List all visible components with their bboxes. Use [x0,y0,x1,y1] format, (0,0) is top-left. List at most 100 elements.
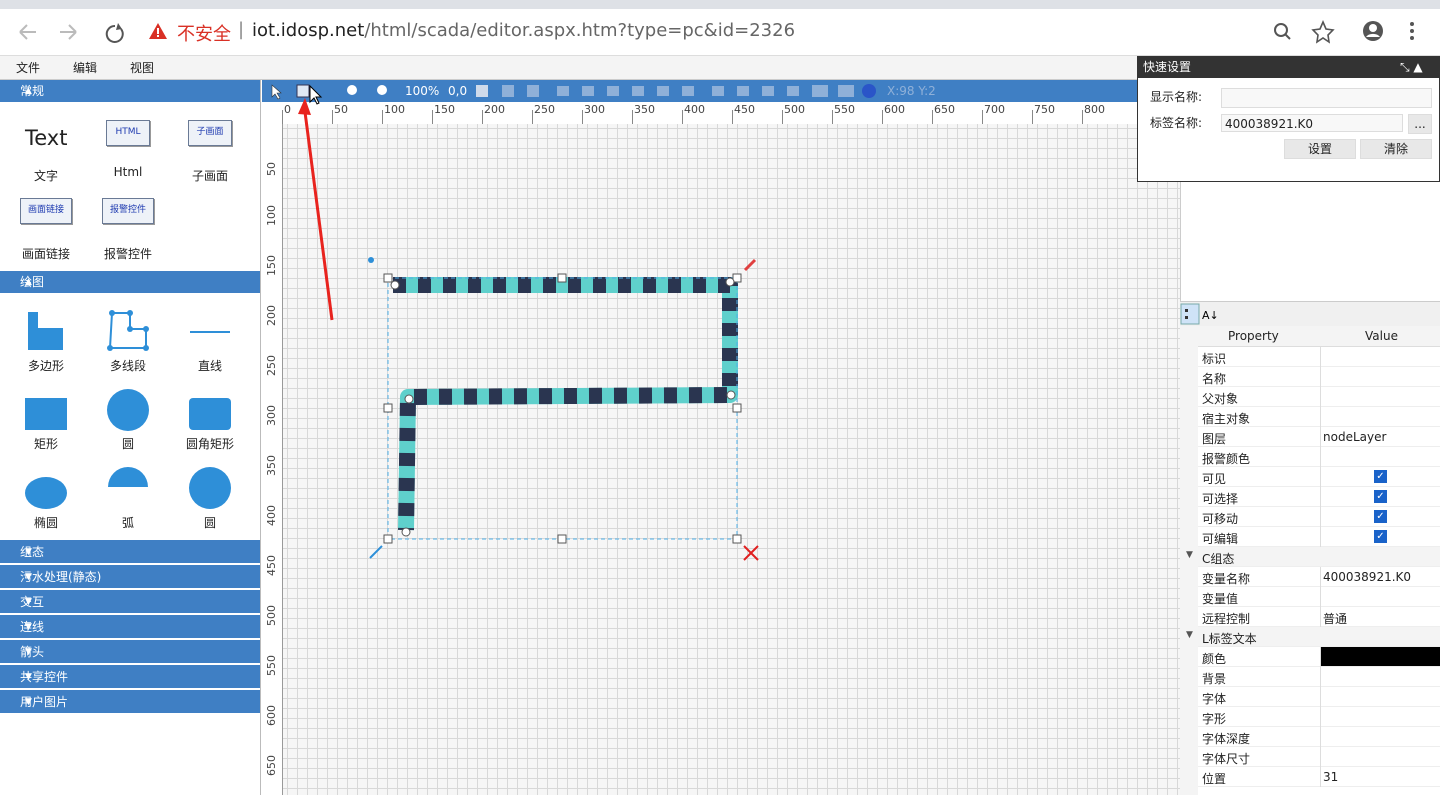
rotate-icon[interactable] [369,545,383,559]
column-divider [1320,467,1321,487]
section-header[interactable]: ▼ 交互 [0,590,260,614]
column-divider [1320,347,1321,367]
tag-name-input[interactable]: 400038921.K0 [1221,114,1403,132]
ruler-label: 800 [1084,103,1105,116]
checkbox[interactable]: ✓ [1374,510,1387,523]
row-line [1198,486,1440,487]
ruler-tick [532,110,533,124]
clear-button[interactable]: 清除 [1360,139,1432,159]
palette-icon[interactable]: Text [25,126,68,150]
url-path: /html/scada/editor.aspx.htm?type=pc&id=2… [364,20,796,41]
section-header[interactable]: ▼ 箭头 [0,640,260,664]
checkbox[interactable]: ✓ [1374,490,1387,503]
ruler-tick [432,110,433,124]
property-value[interactable]: 400038921.K0 [1323,570,1412,584]
ruler-tick [982,110,983,124]
selection [387,277,738,540]
section-header[interactable]: ▼ 连线 [0,615,260,639]
zoom-level: 100% [405,84,440,98]
ruler-tick [682,110,683,124]
url[interactable]: iot.idosp.net/html/scada/editor.aspx.htm… [252,20,795,41]
row-line [1198,506,1440,507]
menu-item[interactable]: 编辑 [73,61,98,75]
quick-settings-title: 快速设置 [1143,60,1192,74]
delete-icon[interactable] [743,545,759,561]
column-divider [1320,727,1321,747]
section-header[interactable]: ▼ 用户图片 [0,690,260,714]
menu-item[interactable]: 视图 [130,61,155,75]
row-line [1198,646,1440,647]
property-value[interactable]: nodeLayer [1323,430,1387,444]
menu-item[interactable]: 文件 [16,61,41,75]
ruler-label: 250 [534,103,555,116]
clip-icon[interactable] [743,258,757,272]
group-row [1180,547,1440,566]
row-line [1198,386,1440,387]
browser-actions[interactable] [1270,19,1430,45]
palette-icon[interactable]: HTML [106,120,150,146]
palette-icon[interactable]: 子画面 [188,120,232,146]
palette-label: 圆角矩形 [185,437,234,451]
ruler-label: 100 [384,103,405,116]
row-line [1198,746,1440,747]
color-swatch[interactable] [1321,647,1440,666]
column-divider [1320,507,1321,527]
set-button[interactable]: 设置 [1284,139,1356,159]
offset: 0,0 [448,84,468,98]
row-line [1198,446,1440,447]
ruler-label: 600 [884,103,905,116]
checkbox[interactable]: ✓ [1374,470,1387,483]
row-line [1198,606,1440,607]
palette-icon[interactable]: 画面链接 [20,198,72,224]
row-line [1198,786,1440,787]
property-value[interactable]: 31 [1323,770,1339,784]
diagram [298,84,759,561]
display-name-input[interactable] [1221,88,1432,108]
mouse-cursor [309,84,323,105]
canvas[interactable] [283,124,1180,795]
column-header: Value [1365,329,1398,343]
palette-icon[interactable]: 报警控件 [102,198,154,224]
expander[interactable]: ▼ [1186,630,1193,640]
ruler-tick [582,110,583,124]
pipe[interactable] [393,277,738,531]
section-header[interactable]: ▲ 常规 [0,80,260,103]
quick-settings: 快速设置 ⤡ ▲ 显示名称: 标签名称: 400038921.K0 ... 设置 … [1137,56,1440,182]
ruler-label: 200 [484,103,505,116]
ruler-tick [382,110,383,124]
property-name: 图层 [1202,432,1227,446]
expander[interactable]: ▼ [1186,550,1193,560]
palette-label: 弧 [121,516,134,530]
separator: | [238,19,245,40]
section-header[interactable]: ▲ 绘图 [0,271,260,294]
browse-button[interactable]: ... [1408,114,1432,134]
checkbox[interactable]: ✓ [1374,530,1387,543]
sort-icons[interactable]: A↓ [1180,302,1220,326]
property-name: 报警颜色 [1202,452,1251,466]
row-line [1198,726,1440,727]
link-icon[interactable] [368,257,374,263]
column-divider [1320,567,1321,587]
section-header[interactable]: ▼ 共享控件 [0,665,260,689]
ruler-tick [282,110,283,124]
palette-label: 多线段 [109,359,146,373]
tab-strip [0,0,1440,9]
column-divider [1320,487,1321,507]
row-line [1198,466,1440,467]
nav-buttons[interactable] [14,20,134,44]
handles[interactable] [383,273,742,544]
ruler-label: 450 [734,103,755,116]
vertical-ruler: 50 100 150 200 250 300 350 400 450 500 550 600 650 [262,124,283,795]
ruler-label: 700 [984,103,1005,116]
palette-label: 椭圆 [33,516,58,530]
section-header[interactable]: ▼ 污水处理(静态) [0,565,260,589]
column-divider [1320,367,1321,387]
property-value[interactable]: 普通 [1323,612,1348,626]
section-header[interactable]: ▼ 组态 [0,540,260,564]
toolbar-icons[interactable] [262,80,902,102]
row-line [1198,566,1440,567]
panel-controls[interactable]: ⤡ ▲ [1400,60,1423,74]
column-divider [1320,447,1321,467]
security-warning[interactable]: 不安全 [177,24,231,45]
quick-settings-title-bar: 快速设置 ⤡ ▲ [1138,57,1439,78]
